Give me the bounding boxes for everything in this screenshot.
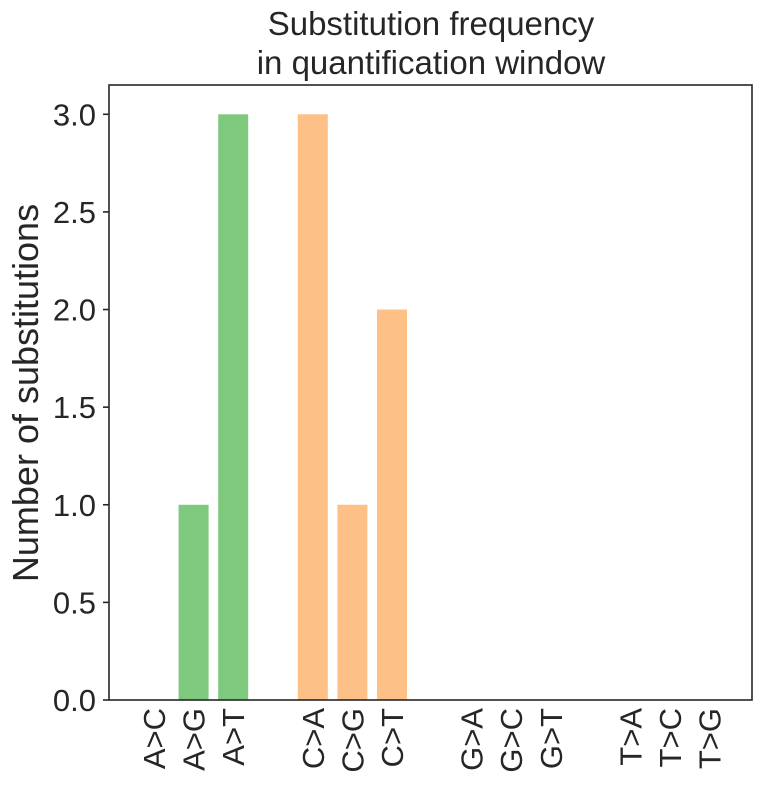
y-tick-label: 0.5: [53, 585, 96, 620]
bars-layer: [178, 114, 407, 701]
y-tick-label: 0.0: [53, 683, 96, 718]
bar-c-to-g: [337, 504, 368, 700]
bar-c-to-t: [377, 309, 407, 700]
y-axis-ticks: 0.0 0.5 1.0 1.5 2.0 2.5 3.0: [53, 97, 109, 718]
x-tick-label: T>A: [613, 708, 648, 766]
y-tick-label: 1.0: [53, 488, 96, 523]
x-tick-label: T>C: [653, 708, 688, 767]
y-tick-label: 2.5: [53, 195, 96, 230]
x-tick-label: C>A: [296, 708, 331, 769]
x-tick-label: G>A: [455, 708, 490, 771]
bar-c-to-a: [297, 114, 328, 701]
chart-title-line-1: Substitution frequency: [268, 5, 595, 42]
y-axis-label: Number of substitutions: [5, 204, 46, 582]
x-tick-label: G>C: [494, 708, 529, 773]
x-tick-label: C>T: [375, 708, 410, 767]
plot-frame: [108, 84, 753, 701]
x-tick-label: G>T: [534, 708, 569, 769]
bar-a-to-g: [178, 504, 209, 700]
x-tick-label: A>T: [216, 708, 251, 766]
y-tick-label: 2.0: [53, 293, 96, 328]
x-tick-label: T>G: [693, 708, 728, 769]
x-tick-label: C>G: [335, 708, 370, 773]
chart-title-line-2: in quantification window: [257, 44, 606, 81]
y-tick-label: 3.0: [53, 97, 96, 132]
bar-a-to-t: [218, 114, 249, 701]
x-tick-label: A>C: [137, 708, 172, 769]
x-tick-label: A>G: [177, 708, 212, 771]
x-axis-ticks: A>C A>G A>T C>A C>G C>T G>A G>C G>T T>A T>C T>G: [137, 708, 728, 773]
y-tick-label: 1.5: [53, 390, 96, 425]
